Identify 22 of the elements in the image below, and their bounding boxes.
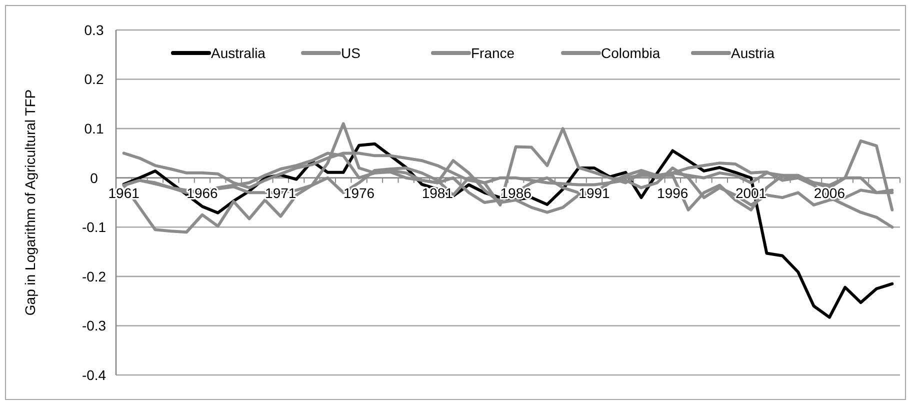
y-tick-label: 0.2 [84,71,104,88]
legend-label: Colombia [601,44,660,61]
y-tick-label: -0.3 [82,318,106,334]
legend-label: Austria [731,44,775,61]
x-tick-label: 1976 [343,184,375,201]
y-tick-label: 0.3 [84,22,104,38]
legend-label: Australia [211,44,266,61]
x-tick-label: 1971 [265,184,296,201]
legend-label: US [341,44,360,61]
x-tick-label: 1996 [657,184,688,201]
x-tick-label: 1961 [108,184,140,201]
y-axis-title: Gap in Logarithm of Agricultural TFP [22,89,38,316]
x-tick-label: 1991 [578,184,610,201]
y-tick-label: -0.1 [82,219,106,236]
x-tick-label: 1986 [500,184,532,201]
y-tick-label: 0 [90,170,98,186]
x-tick-label: 2006 [814,184,846,201]
y-tick-label: -0.2 [82,268,106,284]
y-tick-label: 0.1 [84,120,104,136]
y-tick-label: -0.4 [82,366,106,383]
legend-label: France [471,44,515,61]
x-tick-label: 1966 [186,184,218,201]
